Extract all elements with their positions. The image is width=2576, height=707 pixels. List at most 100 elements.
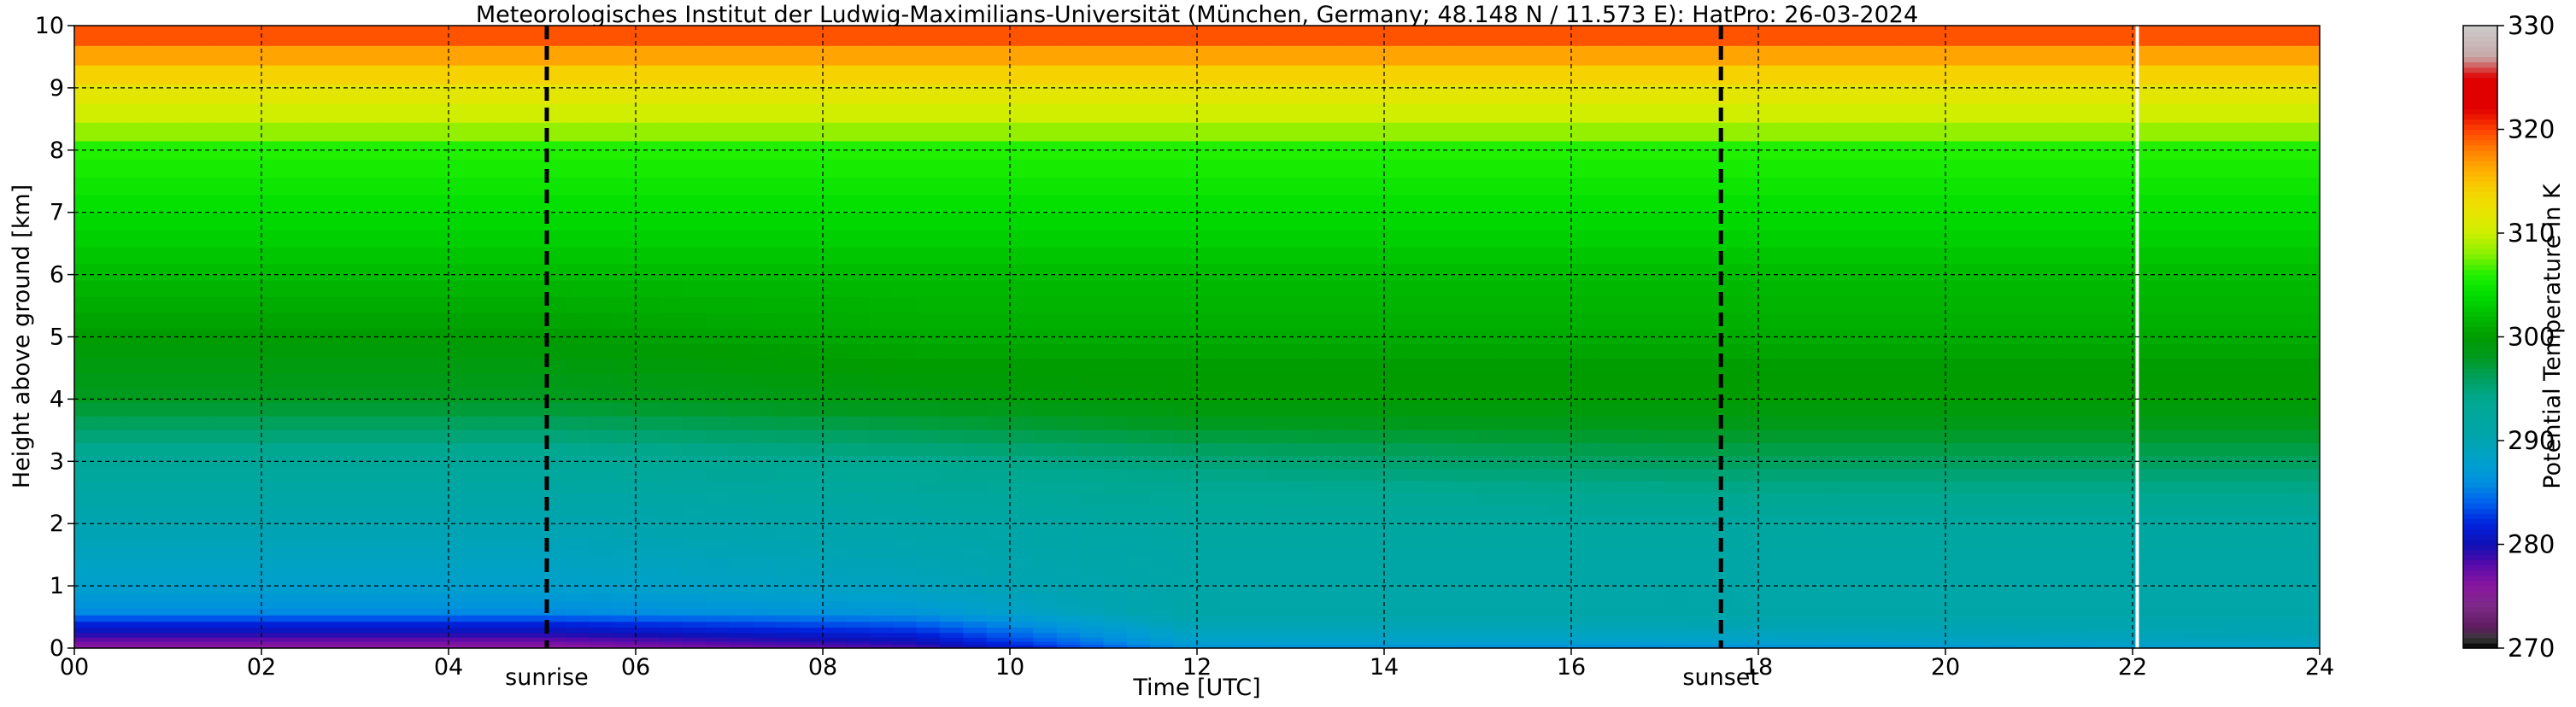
heatmap-cell	[823, 615, 847, 622]
heatmap-cell	[472, 26, 496, 46]
heatmap-cell	[566, 481, 590, 494]
heatmap-cell	[1571, 429, 1595, 443]
heatmap-cell	[2039, 593, 2063, 601]
heatmap-cell	[1174, 359, 1198, 374]
heatmap-cell	[1431, 122, 1455, 141]
heatmap-cell	[261, 296, 285, 313]
heatmap-cell	[74, 537, 98, 548]
heatmap-cell	[1735, 177, 1759, 195]
heatmap-cell	[1922, 65, 1946, 85]
heatmap-cell	[1524, 26, 1548, 46]
heatmap-cell	[1594, 264, 1618, 281]
colorbar-segment	[2463, 259, 2497, 265]
heatmap-cell	[753, 213, 777, 231]
heatmap-cell	[917, 637, 941, 641]
heatmap-cell	[2203, 85, 2227, 104]
heatmap-cell	[1524, 85, 1548, 104]
heatmap-cell	[917, 456, 941, 469]
heatmap-cell	[1150, 615, 1174, 622]
heatmap-cell	[1291, 328, 1315, 344]
heatmap-cell	[1852, 615, 1876, 622]
heatmap-cell	[144, 469, 168, 482]
heatmap-cell	[2086, 416, 2110, 430]
colorbar-segment	[2463, 591, 2497, 597]
heatmap-cell	[2039, 177, 2063, 195]
heatmap-cell	[893, 633, 917, 638]
heatmap-cell	[2156, 328, 2180, 344]
heatmap-cell	[378, 65, 402, 85]
heatmap-cell	[1010, 443, 1034, 457]
heatmap-cell	[1945, 402, 1969, 417]
heatmap-cell	[2180, 527, 2203, 538]
x-tick-label: 16	[1557, 654, 1586, 681]
heatmap-cell	[1922, 443, 1946, 457]
heatmap-cell	[519, 373, 543, 389]
heatmap-cell	[191, 493, 215, 505]
heatmap-cell	[1922, 359, 1946, 374]
heatmap-cell	[846, 443, 870, 457]
heatmap-cell	[1524, 280, 1548, 297]
heatmap-cell	[168, 576, 192, 586]
heatmap-cell	[1524, 373, 1548, 389]
heatmap-cell	[1618, 429, 1642, 443]
heatmap-cell	[1828, 481, 1852, 494]
heatmap-cell	[74, 622, 98, 628]
heatmap-cell	[1407, 343, 1431, 359]
heatmap-cell	[1220, 547, 1244, 558]
heatmap-cell	[613, 443, 637, 457]
heatmap-cell	[1969, 456, 1992, 469]
heatmap-cell	[1548, 159, 1572, 178]
colorbar-segment	[2463, 155, 2497, 161]
heatmap-cell	[2156, 230, 2180, 248]
heatmap-cell	[1945, 373, 1969, 389]
heatmap-cell	[144, 558, 168, 568]
heatmap-cell	[1361, 388, 1385, 402]
heatmap-cell	[683, 527, 707, 538]
heatmap-cell	[1431, 85, 1455, 104]
colorbar-segment	[2463, 228, 2497, 234]
heatmap-cell	[1080, 608, 1104, 616]
heatmap-cell	[1150, 443, 1174, 457]
heatmap-cell	[1454, 280, 1478, 297]
heatmap-cell	[2297, 576, 2321, 586]
heatmap-cell	[2273, 567, 2297, 576]
heatmap-cell	[1548, 85, 1572, 104]
heatmap-cell	[1244, 85, 1268, 104]
heatmap-cell	[683, 264, 707, 281]
heatmap-cell	[1875, 600, 1899, 608]
heatmap-cell	[730, 558, 754, 568]
heatmap-cell	[496, 527, 519, 538]
heatmap-cell	[893, 65, 917, 85]
heatmap-cell	[1174, 247, 1198, 264]
heatmap-cell	[2156, 593, 2180, 601]
heatmap-cell	[776, 615, 800, 622]
heatmap-cell	[1197, 416, 1221, 430]
heatmap-cell	[1080, 280, 1104, 297]
heatmap-cell	[1711, 85, 1735, 104]
heatmap-cell	[589, 402, 613, 417]
heatmap-cell	[1478, 608, 1502, 616]
heatmap-cell	[519, 633, 543, 638]
heatmap-cell	[1337, 608, 1361, 616]
heatmap-cell	[121, 443, 145, 457]
heatmap-cell	[2273, 593, 2297, 601]
heatmap-cell	[332, 516, 355, 527]
heatmap-cell	[1431, 622, 1455, 628]
heatmap-cell	[261, 373, 285, 389]
heatmap-cell	[1244, 429, 1268, 443]
heatmap-cell	[402, 527, 425, 538]
heatmap-cell	[2297, 280, 2321, 297]
heatmap-cell	[519, 280, 543, 297]
heatmap-cell	[893, 505, 917, 517]
heatmap-cell	[1594, 296, 1618, 313]
heatmap-cell	[1805, 264, 1829, 281]
heatmap-cell	[97, 622, 121, 628]
heatmap-cell	[1361, 443, 1385, 457]
heatmap-cell	[214, 280, 238, 297]
heatmap-cell	[1758, 213, 1782, 231]
heatmap-cell	[97, 280, 121, 297]
heatmap-cell	[683, 343, 707, 359]
heatmap-cell	[496, 45, 519, 66]
heatmap-cell	[425, 343, 449, 359]
heatmap-cell	[1407, 537, 1431, 548]
